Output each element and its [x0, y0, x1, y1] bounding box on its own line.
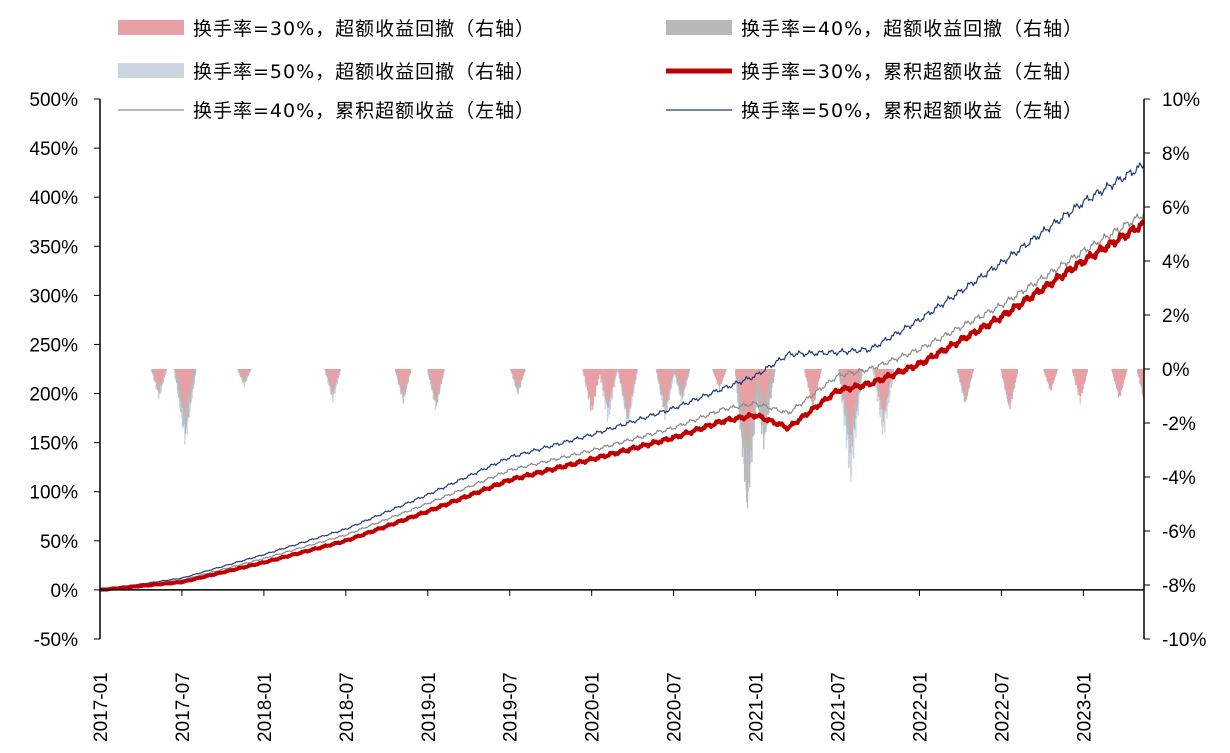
left-axis-tick-label: -50%	[34, 630, 78, 651]
right-axis-tick-label: 8%	[1162, 144, 1190, 165]
right-axis-tick-label: -2%	[1162, 414, 1196, 435]
legend-label: 换手率=50%，累积超额收益（左轴）	[741, 100, 1083, 122]
legend-label: 换手率=30%，累积超额收益（左轴）	[741, 61, 1083, 83]
right-axis-tick-label: 10%	[1162, 90, 1200, 111]
dd30-bars	[152, 369, 1145, 444]
left-axis-tick-label: 500%	[29, 90, 78, 111]
left-axis-tick-label: 350%	[29, 237, 78, 258]
left-axis-tick-label: 100%	[29, 483, 78, 504]
cum30-line	[99, 219, 1145, 592]
left-axis-tick-label: 400%	[29, 188, 78, 209]
chart-legend: 换手率=30%，超额收益回撤（右轴） 换手率=40%，超额收益回撤（右轴） 换手率=…	[118, 18, 1083, 122]
legend-label: 换手率=40%，累积超额收益（左轴）	[193, 100, 535, 122]
legend-item-cum50: 换手率=50%，累积超额收益（左轴）	[666, 100, 1083, 122]
x-axis-tick-label: 2022-01	[910, 672, 931, 742]
left-axis-tick-label: 50%	[40, 532, 78, 553]
dd50-bars	[150, 369, 1145, 493]
dd30-legend-swatch	[118, 20, 184, 35]
x-axis-tick-label: 2022-07	[992, 672, 1013, 742]
x-axis-tick-label: 2020-07	[665, 672, 686, 742]
left-axis-tick-label: 0%	[51, 581, 79, 602]
dd40-legend-swatch	[666, 20, 732, 35]
legend-item-cum40: 换手率=40%，累积超额收益（左轴）	[118, 100, 535, 122]
legend-label: 换手率=30%，超额收益回撤（右轴）	[193, 18, 535, 40]
x-axis-tick-label: 2019-07	[501, 672, 522, 742]
x-axis-tick-label: 2023-01	[1074, 672, 1095, 742]
left-axis-tick-label: 200%	[29, 385, 78, 406]
left-axis-tick-label: 250%	[29, 335, 78, 356]
legend-item-dd50: 换手率=50%，超额收益回撤（右轴）	[118, 61, 535, 83]
cum50-line	[99, 162, 1145, 591]
cumulative-lines	[99, 162, 1145, 592]
x-axis-tick-label: 2019-01	[419, 672, 440, 742]
right-axis-tick-label: -8%	[1162, 576, 1196, 597]
right-axis-tick-label: 2%	[1162, 306, 1190, 327]
right-axis-tick-label: -6%	[1162, 522, 1196, 543]
x-axis-tick-label: 2021-07	[829, 672, 850, 742]
right-axis-tick-label: 4%	[1162, 252, 1190, 273]
right-axis-tick-label: 0%	[1162, 360, 1190, 381]
dd40-bars	[151, 369, 1145, 509]
left-axis-tick-label: 300%	[29, 286, 78, 307]
drawdown-bars	[150, 369, 1145, 509]
x-axis-tick-label: 2020-01	[583, 672, 604, 742]
dd50-legend-swatch	[118, 63, 184, 78]
legend-item-dd40: 换手率=40%，超额收益回撤（右轴）	[666, 18, 1083, 40]
chart-axes: -50% 0% 50% 100% 150% 200% 250% 300% 350% 400% 450…	[29, 90, 1206, 742]
right-axis-tick-label: 6%	[1162, 198, 1190, 219]
legend-item-dd30: 换手率=30%，超额收益回撤（右轴）	[118, 18, 535, 40]
legend-label: 换手率=50%，超额收益回撤（右轴）	[193, 61, 535, 83]
x-axis-tick-label: 2018-07	[337, 672, 358, 742]
legend-label: 换手率=40%，超额收益回撤（右轴）	[741, 18, 1083, 40]
left-axis-tick-label: 150%	[29, 434, 78, 455]
legend-item-cum30: 换手率=30%，累积超额收益（左轴）	[666, 61, 1083, 83]
x-axis-tick-label: 2017-01	[91, 672, 112, 742]
right-axis-tick-label: -10%	[1162, 630, 1206, 651]
x-axis-tick-label: 2017-07	[173, 672, 194, 742]
x-axis-tick-label: 2018-01	[255, 672, 276, 742]
right-axis-tick-label: -4%	[1162, 468, 1196, 489]
x-axis-tick-label: 2021-01	[747, 672, 768, 742]
left-axis-tick-label: 450%	[29, 139, 78, 160]
cum40-line	[99, 213, 1145, 591]
